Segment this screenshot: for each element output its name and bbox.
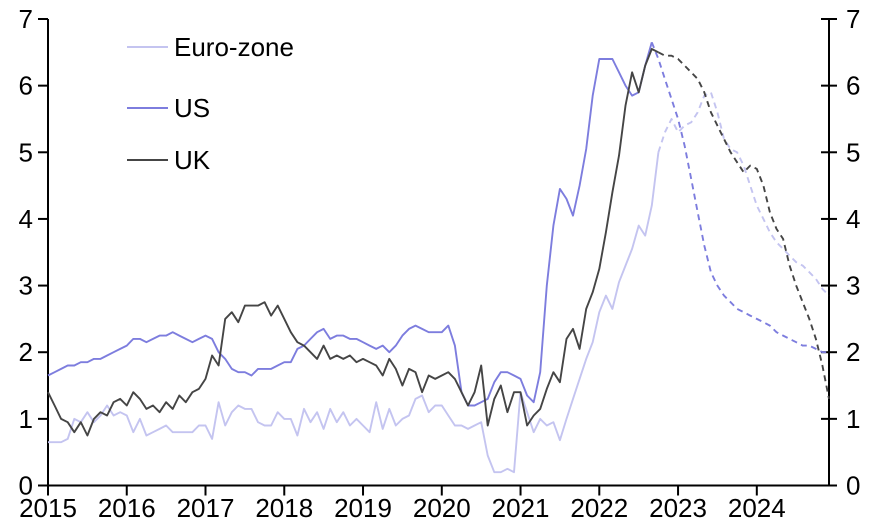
svg-text:1: 1 [19,404,33,434]
svg-text:7: 7 [19,4,33,34]
svg-text:2015: 2015 [19,493,77,523]
svg-text:1: 1 [846,404,860,434]
svg-text:7: 7 [846,4,860,34]
svg-text:2018: 2018 [255,493,313,523]
svg-text:2021: 2021 [492,493,550,523]
svg-text:2019: 2019 [334,493,392,523]
svg-text:0: 0 [846,471,860,501]
svg-text:3: 3 [846,271,860,301]
svg-text:6: 6 [19,71,33,101]
svg-text:0: 0 [19,471,33,501]
svg-text:2: 2 [19,337,33,367]
svg-text:5: 5 [19,137,33,167]
svg-text:2017: 2017 [177,493,235,523]
svg-text:2023: 2023 [649,493,707,523]
svg-text:4: 4 [19,204,33,234]
svg-text:3: 3 [19,271,33,301]
svg-text:2024: 2024 [728,493,786,523]
svg-text:2016: 2016 [98,493,156,523]
svg-text:5: 5 [846,137,860,167]
svg-text:6: 6 [846,71,860,101]
svg-text:2022: 2022 [570,493,628,523]
svg-text:2: 2 [846,337,860,367]
svg-text:2020: 2020 [413,493,471,523]
svg-text:4: 4 [846,204,860,234]
